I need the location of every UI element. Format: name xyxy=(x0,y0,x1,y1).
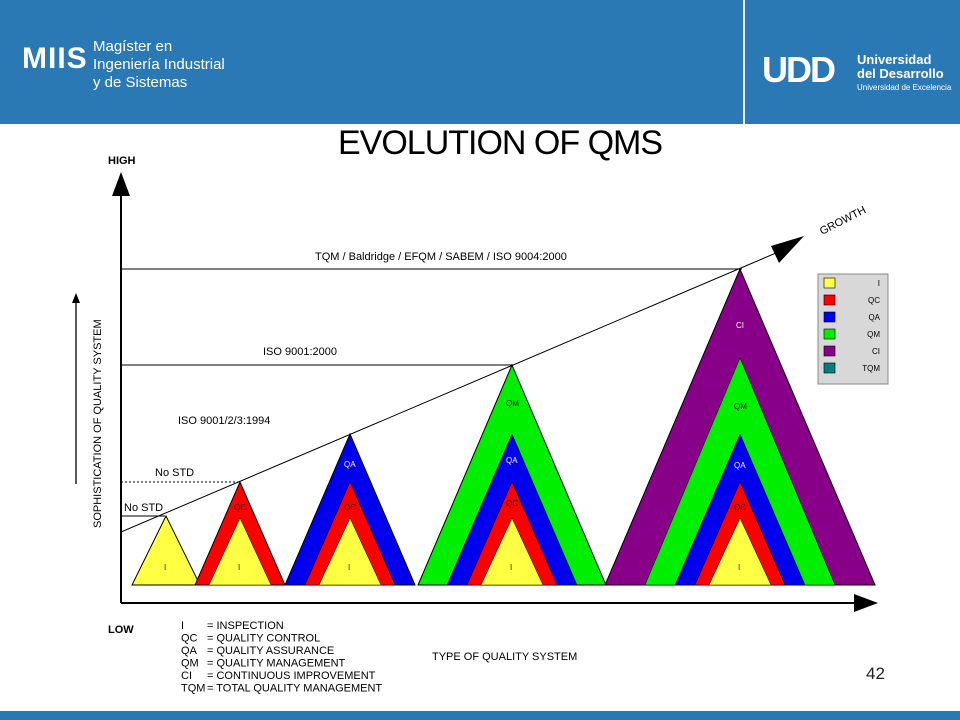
header-divider xyxy=(743,0,745,124)
triangle-2: QC I xyxy=(194,480,286,586)
footer-bar xyxy=(0,711,960,720)
legend-label: QA xyxy=(868,313,880,322)
triangle-2-i xyxy=(208,517,272,586)
udd-mark: UDD xyxy=(762,49,836,90)
growth-label: GROWTH xyxy=(818,204,868,237)
university-line-1: Universidad xyxy=(857,52,932,67)
diagram-title: EVOLUTION OF QMS xyxy=(338,124,662,162)
key-code: QC xyxy=(181,633,198,645)
legend-label: TQM xyxy=(862,364,880,373)
legend-swatch xyxy=(823,362,836,374)
legend-label: QC xyxy=(868,296,880,305)
key-code: CI xyxy=(181,670,192,682)
triangle-3-i xyxy=(318,517,382,586)
legend-items: I QC QA QM CI TQM xyxy=(823,277,881,374)
abbreviation-key: I = INSPECTION QC = QUALITY CONTROL QA = QUAL… xyxy=(181,620,382,695)
x-axis-label: TYPE OF QUALITY SYSTEM xyxy=(432,651,577,663)
triangle-4-qa-label: QA xyxy=(506,456,518,465)
y-label-arrow-head xyxy=(72,293,80,303)
key-meaning: = INSPECTION xyxy=(207,620,284,632)
triangle-5: CI QM QA QC I xyxy=(604,267,876,586)
triangle-5-qc-label: QC xyxy=(734,503,746,512)
header-banner: MIIS Magíster en Ingeniería Industrial y… xyxy=(0,0,960,124)
university-line-2: del Desarrollo xyxy=(857,66,944,81)
key-meaning: = QUALITY MANAGEMENT xyxy=(207,658,346,670)
iso1994-label: ISO 9001/2/3:1994 xyxy=(178,415,270,427)
triangle-4-i-label: I xyxy=(510,563,512,572)
triangle-2-i-label: I xyxy=(238,563,240,572)
triangle-3-qa-label: QA xyxy=(344,460,356,469)
university-tagline: Universidad de Excelencia xyxy=(857,83,952,92)
key-meaning: = CONTINUOUS IMPROVEMENT xyxy=(207,670,376,682)
x-axis-arrow xyxy=(854,594,878,612)
triangle-1-i-label: I xyxy=(164,563,166,572)
legend-swatch xyxy=(823,311,836,323)
y-axis-arrow xyxy=(112,172,130,196)
university-name: Universidad del Desarrollo Universidad d… xyxy=(857,53,951,95)
legend-swatch xyxy=(823,294,836,306)
program-line-1: Magíster en xyxy=(93,38,173,55)
key-code: QM xyxy=(181,658,199,670)
legend-label: CI xyxy=(872,347,880,356)
triangle-3-qc-label: QC xyxy=(344,503,356,512)
triangle-5-qm-label: QM xyxy=(734,402,747,411)
triangle-4-i xyxy=(480,517,544,586)
y-high-label: HIGH xyxy=(108,155,136,167)
y-low-label: LOW xyxy=(108,624,134,636)
iso2000-label: ISO 9001:2000 xyxy=(263,346,337,358)
growth-arrow xyxy=(771,236,804,263)
y-axis-label: SOPHISTICATION OF QUALITY SYSTEM xyxy=(92,319,104,528)
legend-label: I xyxy=(878,279,880,288)
university-logo: UDD Universidad del Desarrollo Universid… xyxy=(762,50,952,94)
triangle-5-ci-label: CI xyxy=(736,321,744,330)
triangle-4: QM QA QC I xyxy=(417,363,607,586)
triangle-3: QA QC I xyxy=(284,432,416,586)
key-code: QA xyxy=(181,645,198,657)
legend-swatch xyxy=(823,345,836,357)
program-line-3: y de Sistemas xyxy=(93,74,188,91)
triangle-1: I xyxy=(131,514,201,586)
tqm-level-label: TQM / Baldridge / EFQM / SABEM / ISO 900… xyxy=(315,251,567,263)
color-legend: I QC QA QM CI TQM xyxy=(817,273,889,385)
triangle-4-qm-label: QM xyxy=(506,399,519,408)
key-code: TQM xyxy=(181,683,205,695)
triangle-4-qc-label: QC xyxy=(506,499,518,508)
no-std-label-upper: No STD xyxy=(155,467,194,479)
triangle-5-i xyxy=(708,517,772,586)
key-code: I xyxy=(181,620,184,632)
growth-line xyxy=(120,252,777,533)
key-meaning: = QUALITY ASSURANCE xyxy=(207,645,334,657)
legend-label: QM xyxy=(867,330,880,339)
triangle-5-i-label: I xyxy=(738,563,740,572)
triangle-5-qa-label: QA xyxy=(734,461,746,470)
miis-logo: MIIS xyxy=(22,42,88,75)
program-line-2: Ingeniería Industrial xyxy=(93,56,225,73)
triangle-2-qc-label: QC xyxy=(234,503,246,512)
legend-swatch xyxy=(823,277,836,289)
key-meaning: = QUALITY CONTROL xyxy=(207,633,320,645)
key-meaning: = TOTAL QUALITY MANAGEMENT xyxy=(207,683,382,695)
program-name: Magíster en Ingeniería Industrial y de S… xyxy=(93,38,225,92)
page-number: 42 xyxy=(866,664,885,683)
triangle-3-i-label: I xyxy=(348,563,350,572)
no-std-label-lower: No STD xyxy=(124,502,163,514)
legend-swatch xyxy=(823,328,836,340)
triangle-1-i xyxy=(131,514,201,586)
